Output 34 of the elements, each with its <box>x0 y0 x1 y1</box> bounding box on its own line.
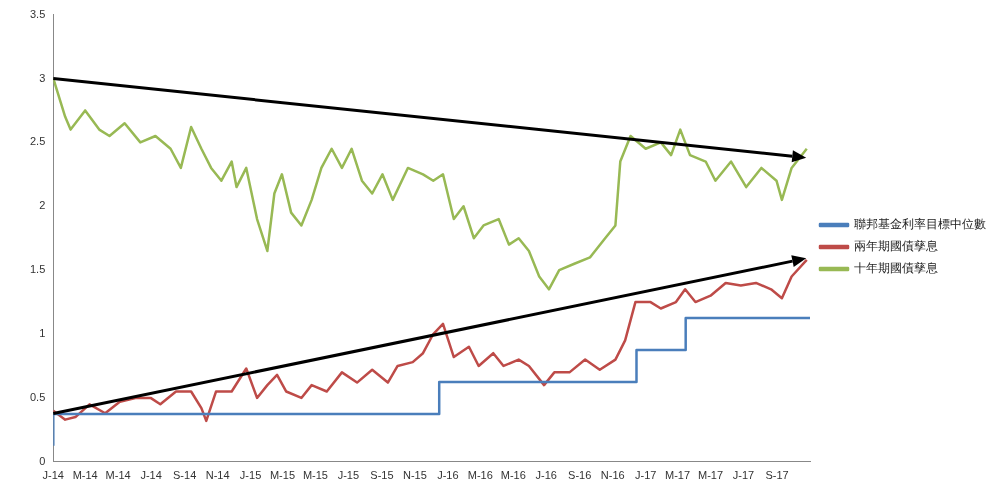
x-tick-label: N-16 <box>600 469 625 482</box>
y-tick-label: 0 <box>39 454 46 467</box>
x-tick-label: M-16 <box>500 469 526 482</box>
x-tick-label: M-17 <box>698 469 724 482</box>
y-tick-label: 1 <box>39 327 46 340</box>
x-tick-label: S-16 <box>568 469 592 482</box>
x-tick-label: M-16 <box>467 469 493 482</box>
x-tick-label: S-17 <box>765 469 789 482</box>
y-tick-label: 2 <box>39 199 46 212</box>
y-tick-label: 3 <box>39 71 46 84</box>
x-tick-label: S-15 <box>370 469 394 482</box>
x-tick-label: J-17 <box>732 469 755 482</box>
x-tick-label: M-17 <box>665 469 691 482</box>
legend-label: 兩年期國債孳息 <box>854 239 938 254</box>
y-tick-label: 1.5 <box>29 263 46 276</box>
x-tick-label: J-14 <box>140 469 162 482</box>
y-tick-label: 0.5 <box>29 390 46 403</box>
legend-label: 十年期國債孳息 <box>854 261 938 276</box>
x-tick-label: S-14 <box>173 469 197 482</box>
x-tick-label: N-14 <box>205 469 230 482</box>
x-tick-label: J-16 <box>437 469 459 482</box>
x-tick-label: M-15 <box>269 469 295 482</box>
x-tick-label: J-14 <box>42 469 64 482</box>
y-tick-label: 2.5 <box>29 135 46 148</box>
x-tick-label: J-15 <box>239 469 262 482</box>
x-tick-label: M-14 <box>72 469 98 482</box>
x-tick-label: M-15 <box>302 469 328 482</box>
x-tick-label: M-14 <box>105 469 131 482</box>
x-tick-label: J-16 <box>535 469 557 482</box>
legend-label: 聯邦基金利率目標中位數 <box>854 217 986 232</box>
y-tick-label: 3.5 <box>29 7 46 20</box>
x-tick-label: J-17 <box>634 469 657 482</box>
x-tick-label: N-15 <box>402 469 427 482</box>
x-tick-label: J-15 <box>337 469 360 482</box>
